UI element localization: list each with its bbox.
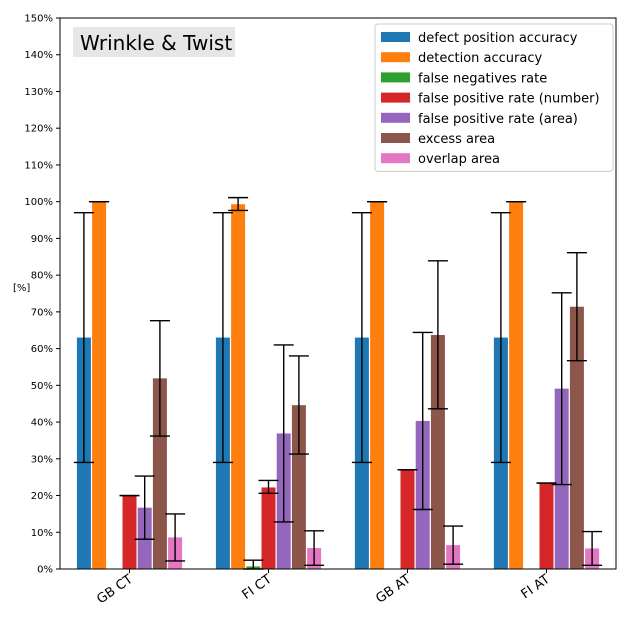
legend-label: detection accuracy	[418, 51, 542, 66]
legend-label: defect position accuracy	[418, 31, 578, 46]
error-bar-false-positive-rate-area-gb-at	[412, 331, 433, 511]
plot-area	[73, 196, 603, 570]
bar-excess-area-gb-ct	[152, 378, 167, 569]
y-tick-label: 40%	[31, 418, 53, 429]
legend-label: excess area	[418, 132, 495, 147]
error-bar-false-positive-rate-area-fi-at	[551, 292, 572, 486]
x-tick-label: FI CT	[240, 572, 275, 603]
bar-false-positive-rate-number-fi-ct	[261, 487, 276, 569]
legend-item-detection-accuracy: detection accuracy	[381, 51, 542, 66]
error-bar-false-positive-rate-number-fi-ct	[258, 479, 279, 495]
legend-swatch	[381, 112, 410, 123]
y-tick-label: 90%	[31, 234, 53, 245]
legend-item-false-positive-rate-number: false positive rate (number)	[381, 92, 600, 107]
legend-label: false positive rate (area)	[418, 112, 578, 127]
error-bar-false-positive-rate-area-fi-ct	[273, 344, 294, 523]
error-bar-false-positive-rate-area-gb-ct	[134, 475, 155, 540]
bar-detection-accuracy-fi-at	[509, 201, 524, 570]
x-tick-label: GB AT	[373, 572, 414, 607]
x-tick-label: FI AT	[519, 572, 553, 602]
error-bar-excess-area-gb-at	[427, 260, 448, 410]
legend-item-false-positive-rate-area: false positive rate (area)	[381, 112, 578, 127]
y-tick-label: 20%	[31, 491, 53, 502]
error-bar-excess-area-gb-ct	[149, 319, 170, 437]
error-bar-overlap-area-gb-at	[443, 525, 464, 565]
legend: defect position accuracy detection accura…	[374, 23, 614, 172]
legend-item-overlap-area: overlap area	[381, 152, 500, 167]
y-tick-label: 100%	[24, 197, 53, 208]
bar-false-positive-rate-number-fi-at	[539, 483, 554, 569]
legend-swatch	[381, 133, 410, 143]
legend-label: false negatives rate	[418, 71, 547, 86]
y-tick-label: 30%	[31, 454, 53, 465]
error-bar-detection-accuracy-fi-ct	[228, 196, 249, 212]
bar-false-positive-rate-number-gb-at	[400, 469, 415, 569]
bar-detection-accuracy-gb-ct	[92, 201, 107, 570]
title-background	[73, 27, 235, 57]
legend-frame	[374, 23, 614, 172]
error-bar-defect-position-accuracy-fi-at	[490, 211, 511, 464]
x-tick-label: GB CT	[94, 572, 136, 607]
error-bar-defect-position-accuracy-gb-ct	[73, 211, 94, 464]
legend-label: false positive rate (number)	[418, 92, 600, 107]
error-bar-defect-position-accuracy-gb-at	[351, 211, 372, 464]
legend-item-false-negatives-rate: false negatives rate	[381, 71, 547, 86]
y-tick-label: 70%	[31, 307, 53, 318]
y-tick-label: 130%	[24, 87, 53, 98]
y-tick-label: 10%	[31, 528, 53, 539]
y-tick-label: 140%	[24, 50, 53, 61]
plot-frame	[59, 17, 617, 570]
bar-false-positive-rate-number-gb-ct	[122, 495, 137, 569]
legend-swatch	[381, 52, 410, 63]
y-axis-label: [%]	[13, 283, 30, 294]
y-tick-label: 110%	[24, 160, 53, 171]
legend-swatch	[381, 153, 410, 164]
legend-swatch	[381, 72, 410, 83]
legend-swatch	[381, 32, 410, 42]
bar-detection-accuracy-gb-at	[370, 201, 385, 570]
bar-excess-area-fi-at	[569, 306, 584, 569]
error-bar-overlap-area-fi-ct	[304, 530, 325, 567]
y-tick-label: 80%	[31, 271, 53, 282]
legend-swatch	[381, 92, 410, 103]
error-bar-excess-area-fi-at	[566, 252, 587, 362]
legend-item-excess-area: excess area	[381, 132, 495, 147]
y-tick-label: 0%	[37, 565, 53, 576]
error-bar-excess-area-fi-ct	[288, 355, 309, 455]
bar-excess-area-gb-at	[430, 335, 445, 569]
error-bar-defect-position-accuracy-fi-ct	[212, 211, 233, 464]
y-tick-label: 50%	[31, 381, 53, 392]
legend-label: overlap area	[418, 152, 500, 167]
bar-excess-area-fi-ct	[291, 405, 306, 569]
title-box: Wrinkle & Twist	[73, 27, 235, 57]
error-bar-overlap-area-fi-at	[582, 530, 603, 567]
legend-item-defect-position-accuracy: defect position accuracy	[381, 31, 578, 46]
error-bar-overlap-area-gb-ct	[165, 513, 186, 562]
y-tick-label: 150%	[24, 14, 53, 25]
chart-title: Wrinkle & Twist	[80, 31, 232, 55]
y-tick-label: 60%	[31, 344, 53, 355]
y-tick-label: 120%	[24, 124, 53, 135]
bar-detection-accuracy-fi-ct	[231, 204, 246, 570]
